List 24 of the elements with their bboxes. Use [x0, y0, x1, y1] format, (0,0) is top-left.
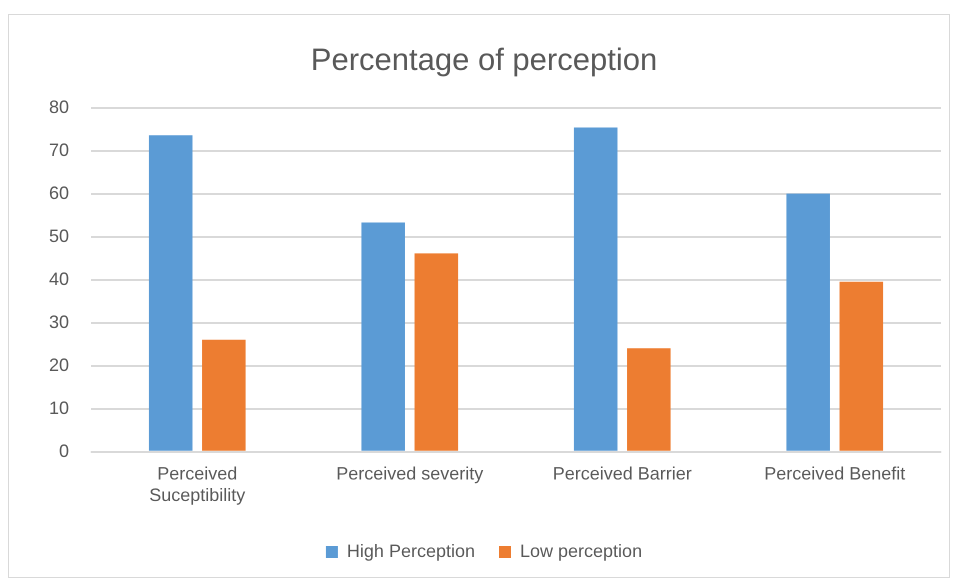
bar	[361, 222, 405, 451]
y-tick-label: 50	[48, 226, 70, 246]
y-tick-label: 80	[48, 97, 70, 118]
bar	[786, 194, 830, 451]
y-tick-label: 10	[48, 398, 70, 418]
bar	[148, 135, 192, 451]
y-tick-label: 40	[48, 268, 70, 289]
bar	[202, 340, 246, 451]
legend-label: Low perception	[520, 540, 642, 561]
y-tick-label: 70	[48, 140, 70, 160]
bar	[414, 253, 458, 451]
x-tick-label: Perceived Barrier	[552, 464, 692, 484]
legend-label: High Perception	[346, 540, 475, 561]
bar	[574, 128, 618, 451]
x-tick-label: Perceived Benefit	[764, 464, 906, 484]
y-tick-label: 60	[48, 183, 70, 204]
y-tick-label: 30	[48, 312, 70, 332]
y-tick-label: 20	[48, 354, 70, 375]
bar	[840, 282, 884, 451]
x-tick-label: Perceived severity	[336, 464, 484, 484]
chart-title: Percentage of perception	[310, 42, 658, 78]
x-tick-label: Perceived Suceptibility	[149, 464, 246, 506]
bar	[627, 348, 671, 451]
y-tick-label: 0	[59, 440, 70, 461]
